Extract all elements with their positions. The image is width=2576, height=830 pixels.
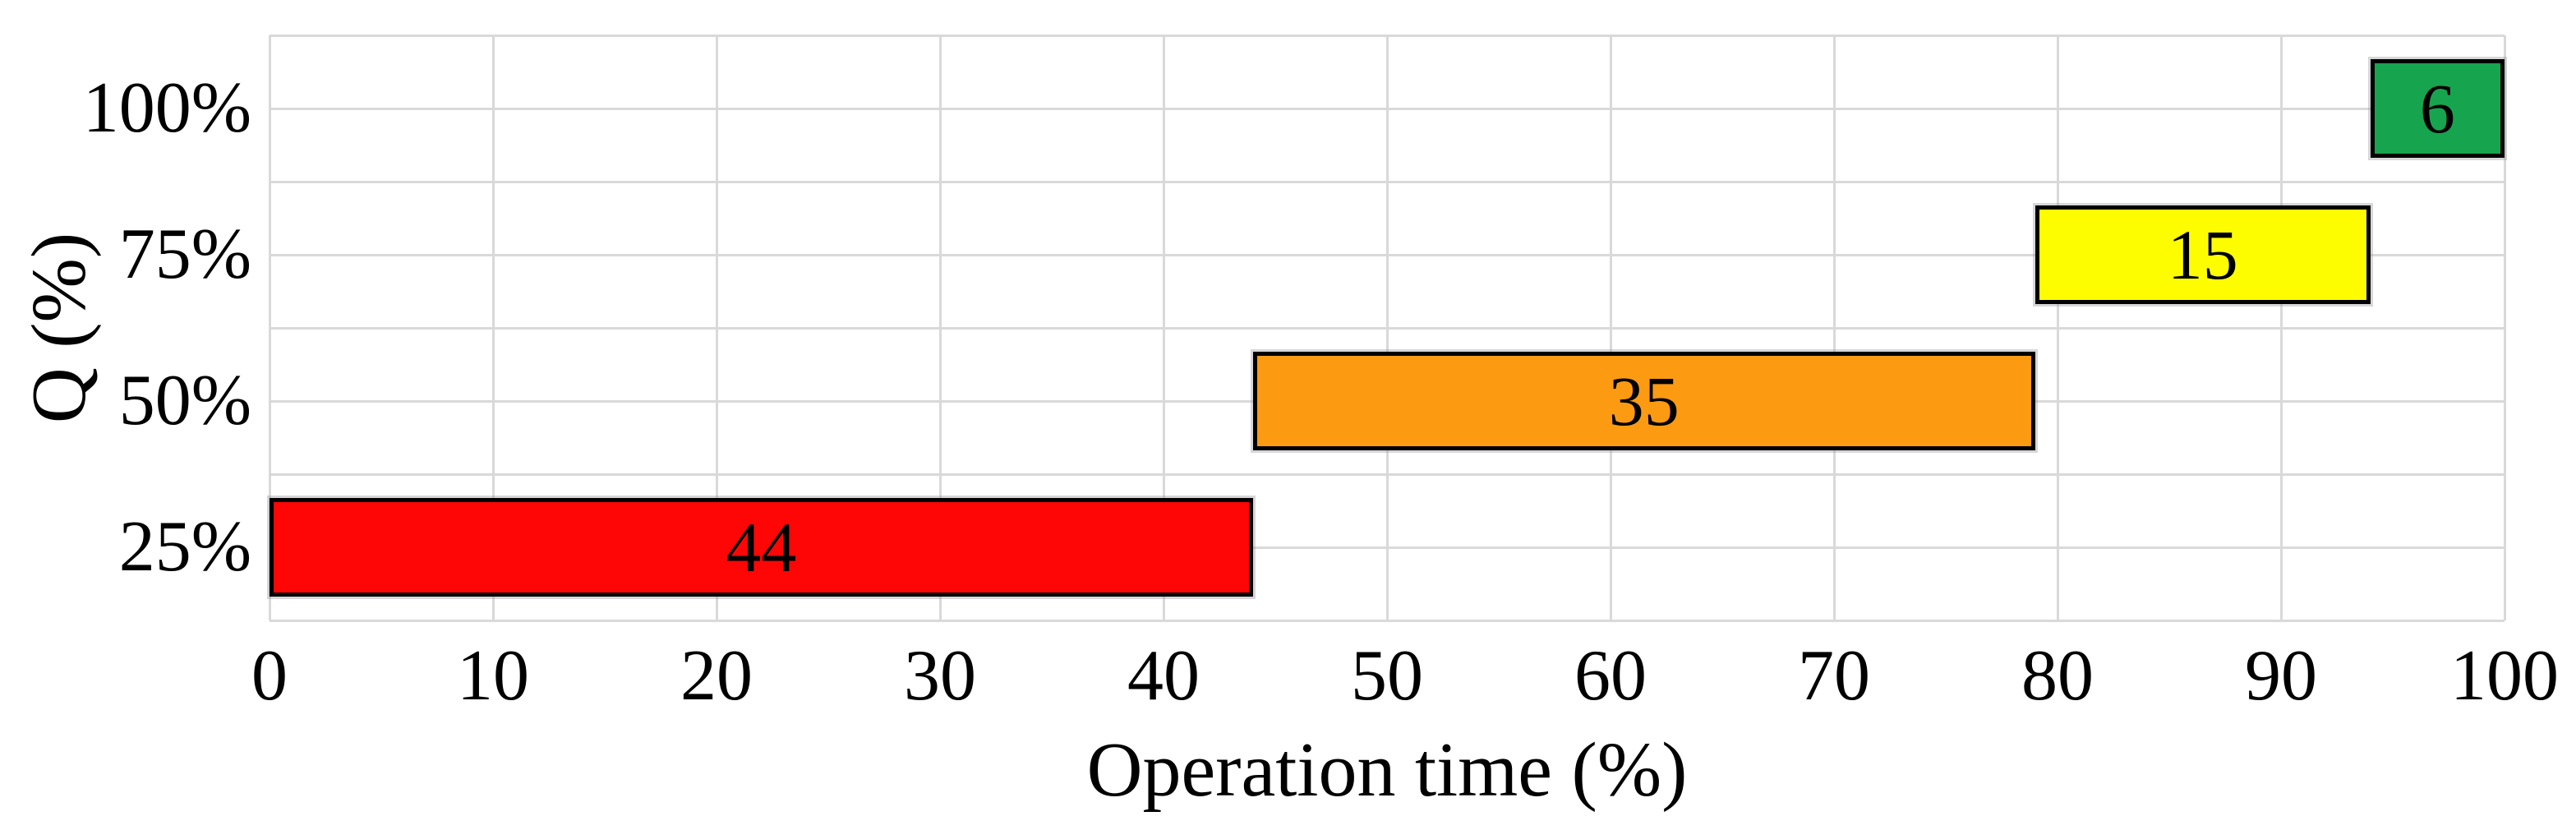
bar-75pct-yellow: 15 <box>2035 205 2371 305</box>
x-axis-tick-label: 80 <box>2021 636 2094 716</box>
bar-data-label: 44 <box>726 507 797 587</box>
y-axis-tick-label: 100% <box>82 68 251 148</box>
x-axis-tick-label: 90 <box>2245 636 2317 716</box>
vertical-gridline <box>2503 35 2506 620</box>
horizontal-gridline <box>270 473 2505 476</box>
horizontal-gridline <box>270 180 2505 183</box>
x-axis-tick-label: 10 <box>457 636 529 716</box>
y-axis-tick-label: 25% <box>118 507 251 587</box>
bar-data-label: 6 <box>2419 68 2455 148</box>
x-axis-tick-label: 0 <box>251 636 288 716</box>
horizontal-gridline <box>270 107 2505 110</box>
x-axis-title: Operation time (%) <box>1086 727 1688 813</box>
bar-25pct-red: 44 <box>270 497 1253 597</box>
horizontal-gridline <box>270 253 2505 256</box>
bar-data-label: 15 <box>2167 214 2238 294</box>
horizontal-gridline <box>270 619 2505 622</box>
x-axis-tick-label: 40 <box>1127 636 1200 716</box>
bar-data-label: 35 <box>1608 361 1680 440</box>
bar-100pct-green: 6 <box>2370 58 2505 159</box>
plot-area: 44 35 15 6 <box>268 34 2506 622</box>
horizontal-gridline <box>270 546 2505 549</box>
x-axis-tick-label: 60 <box>1574 636 1647 716</box>
y-axis-tick-label: 75% <box>118 214 251 294</box>
bar-50pct-orange: 35 <box>1252 351 2035 451</box>
x-axis-tick-label: 30 <box>904 636 976 716</box>
x-axis-tick-label: 100 <box>2450 636 2559 716</box>
x-axis-tick-label: 20 <box>680 636 753 716</box>
horizontal-gridline <box>270 34 2505 37</box>
x-axis-tick-label: 50 <box>1351 636 1423 716</box>
horizontal-gridline <box>270 326 2505 330</box>
x-axis-tick-label: 70 <box>1798 636 1870 716</box>
y-axis-tick-label: 50% <box>118 361 251 440</box>
